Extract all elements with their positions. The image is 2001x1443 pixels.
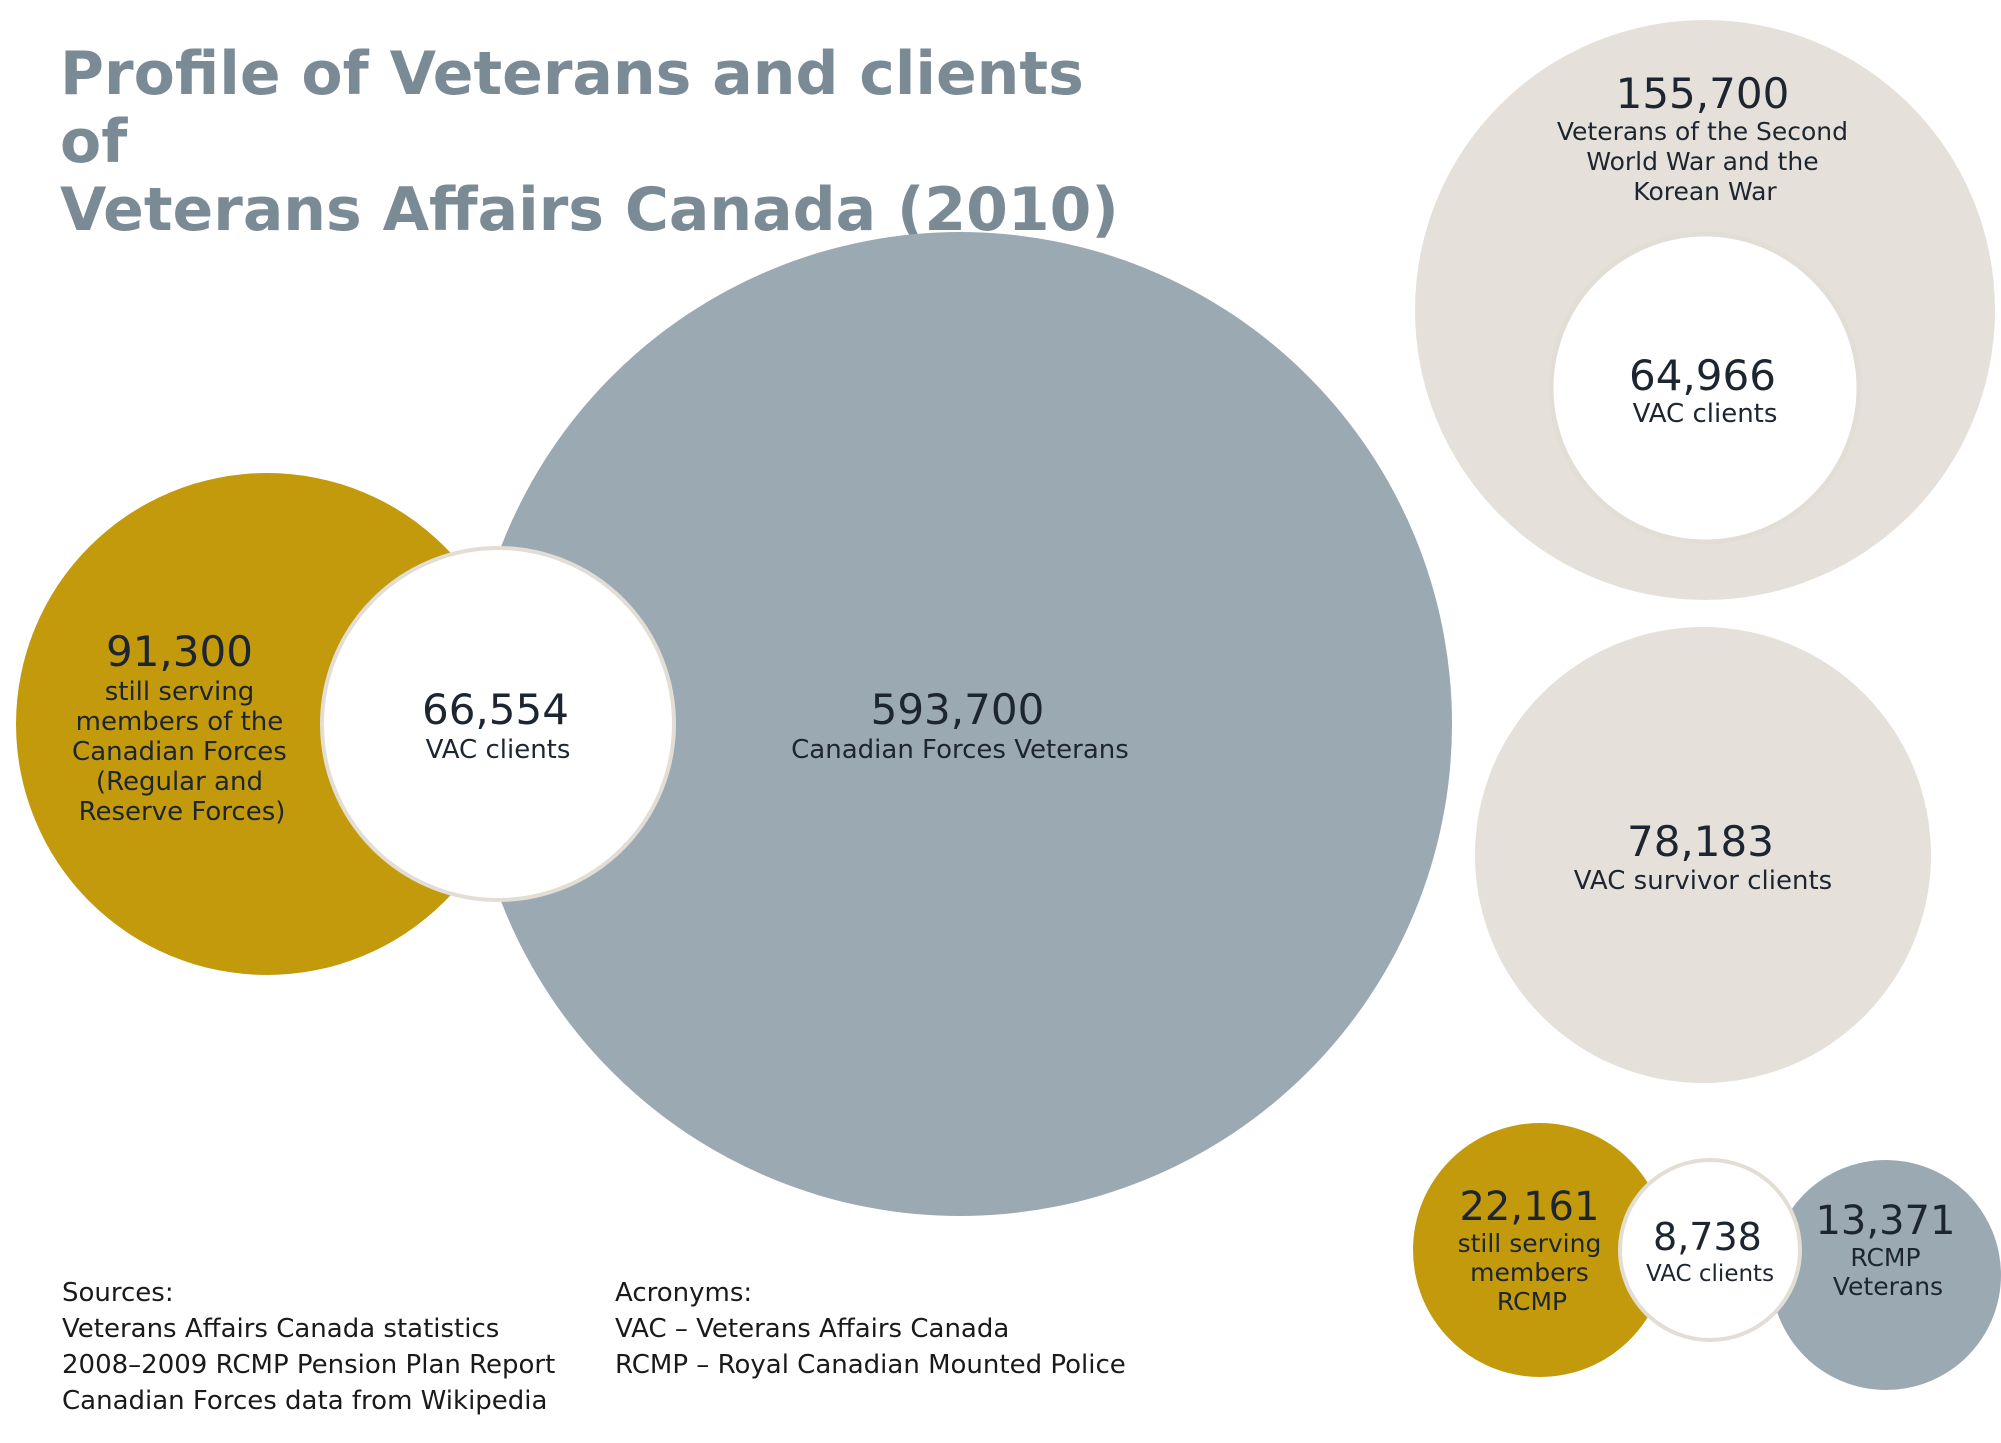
value-rcmp-veterans: 13,371 <box>1815 1198 1955 1244</box>
label-serving-cf: 91,300 still serving members of the Cana… <box>72 627 292 827</box>
label-survivors: 78,183 VAC survivor clients <box>1574 817 1832 896</box>
value-ww2-vac-clients: 64,966 <box>1629 351 1776 400</box>
acronym-item: RCMP – Royal Canadian Mounted Police <box>615 1350 1126 1380</box>
sources-block: Sources: Veterans Affairs Canada statist… <box>62 1275 555 1419</box>
bubble-rcmp-veterans <box>1771 1160 2001 1390</box>
value-rcmp-vac-clients: 8,738 <box>1653 1215 1762 1259</box>
label-ww2-vac-clients: 64,966 VAC clients <box>1629 351 1781 429</box>
value-serving-cf: 91,300 <box>106 627 253 676</box>
bubble-serving-rcmp <box>1413 1123 1667 1377</box>
sources-heading: Sources: <box>62 1278 174 1308</box>
value-ww2-korea: 155,700 <box>1616 69 1790 118</box>
source-item: Veterans Affairs Canada statistics <box>62 1314 500 1344</box>
source-item: Canadian Forces data from Wikipedia <box>62 1386 548 1416</box>
bubble-cf-vac-clients <box>320 546 676 902</box>
bubble-rcmp-vac-clients <box>1618 1158 1802 1342</box>
label-ww2-korea: 155,700 Veterans of the Second World War… <box>1557 69 1853 206</box>
acronym-item: VAC – Veterans Affairs Canada <box>615 1314 1010 1344</box>
value-serving-rcmp: 22,161 <box>1459 1184 1599 1230</box>
label-rcmp-veterans: 13,371 RCMP Veterans <box>1815 1198 1960 1301</box>
value-cf-veterans: 593,700 <box>871 685 1045 734</box>
bubble-cf-veterans <box>468 232 1452 1216</box>
label-cf-vac-clients: 66,554 VAC clients <box>422 685 574 765</box>
title-line-1: Profile of Veterans and clients of <box>60 39 1084 177</box>
label-cf-veterans: 593,700 Canadian Forces Veterans <box>791 685 1129 765</box>
source-item: 2008–2009 RCMP Pension Plan Report <box>62 1350 556 1380</box>
label-rcmp-vac-clients: 8,738 VAC clients <box>1646 1215 1774 1287</box>
bubble-survivors <box>1475 627 1931 1083</box>
value-cf-vac-clients: 66,554 <box>422 685 569 734</box>
bubble-ww2-vac-clients <box>1548 231 1862 545</box>
acronyms-block: Acronyms: VAC – Veterans Affairs Canada … <box>615 1275 1126 1383</box>
acronyms-heading: Acronyms: <box>615 1278 753 1308</box>
label-serving-rcmp: 22,161 still serving members RCMP <box>1458 1184 1607 1316</box>
value-survivors: 78,183 <box>1627 817 1774 866</box>
